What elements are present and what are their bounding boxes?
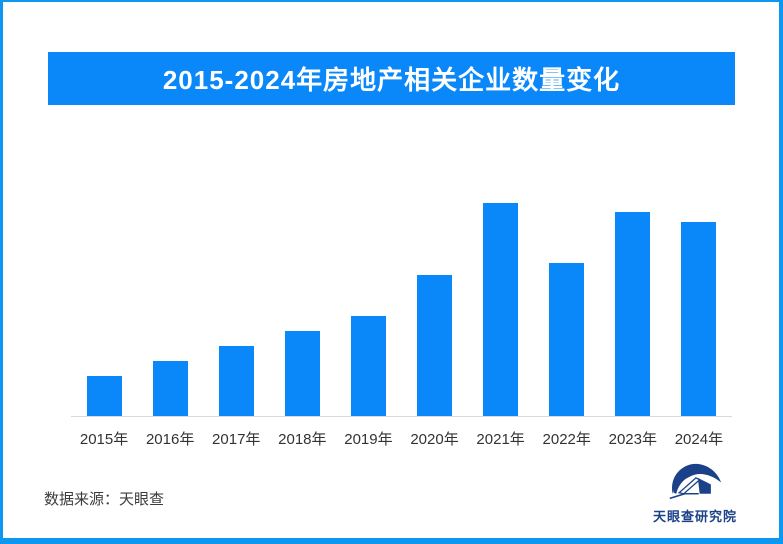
x-tick-label: 2018年 bbox=[278, 431, 327, 448]
bar-2018年 bbox=[284, 331, 320, 416]
x-tick-label: 2023年 bbox=[608, 431, 657, 448]
x-tick-label: 2015年 bbox=[79, 431, 129, 448]
logo-text: 天眼查研究院 bbox=[652, 509, 737, 524]
bar-slot bbox=[600, 212, 666, 416]
bar-slot bbox=[534, 263, 600, 416]
bar-2023年 bbox=[615, 212, 651, 416]
bar-slot bbox=[269, 331, 335, 416]
bar-2015年 bbox=[86, 376, 122, 416]
bar-2016年 bbox=[152, 361, 188, 416]
data-source-label: 数据来源：天眼查 bbox=[44, 491, 165, 508]
x-tick-label: 2024年 bbox=[674, 431, 724, 448]
bar-2019年 bbox=[350, 316, 386, 416]
x-tick-label: 2017年 bbox=[212, 431, 261, 448]
bar-2017年 bbox=[218, 346, 254, 416]
tianyancha-logo: 天眼查研究院 bbox=[647, 462, 743, 525]
bars-row bbox=[71, 160, 732, 417]
bar-slot bbox=[203, 346, 269, 416]
x-tick-label: 2016年 bbox=[145, 431, 195, 448]
bar-2021年 bbox=[483, 203, 519, 416]
x-tick-label: 2019年 bbox=[344, 431, 393, 448]
bar-slot bbox=[666, 222, 732, 416]
x-tick-label: 2022年 bbox=[542, 431, 591, 448]
x-axis-labels: 2015年 2016年 2017年 2018年 2019年 2020年 2021年 2022年… bbox=[71, 428, 732, 449]
bar-2024年 bbox=[681, 222, 717, 416]
bar-2022年 bbox=[549, 263, 585, 416]
x-tick-label: 2021年 bbox=[476, 431, 525, 448]
bar-slot bbox=[335, 316, 401, 416]
chart-title: 2015-2024年房地产相关企业数量变化 bbox=[162, 65, 621, 95]
x-tick-label: 2020年 bbox=[410, 431, 459, 448]
bar-slot bbox=[401, 275, 467, 416]
tianyancha-eye-house-icon bbox=[669, 463, 722, 500]
bar-2020年 bbox=[417, 275, 453, 416]
bar-slot bbox=[137, 361, 203, 416]
bar-slot bbox=[468, 203, 534, 416]
bar-chart: 2015年 2016年 2017年 2018年 2019年 2020年 2021年 2022年… bbox=[71, 160, 732, 449]
chart-title-banner: 2015-2024年房地产相关企业数量变化 bbox=[48, 52, 735, 105]
bar-slot bbox=[71, 376, 137, 416]
